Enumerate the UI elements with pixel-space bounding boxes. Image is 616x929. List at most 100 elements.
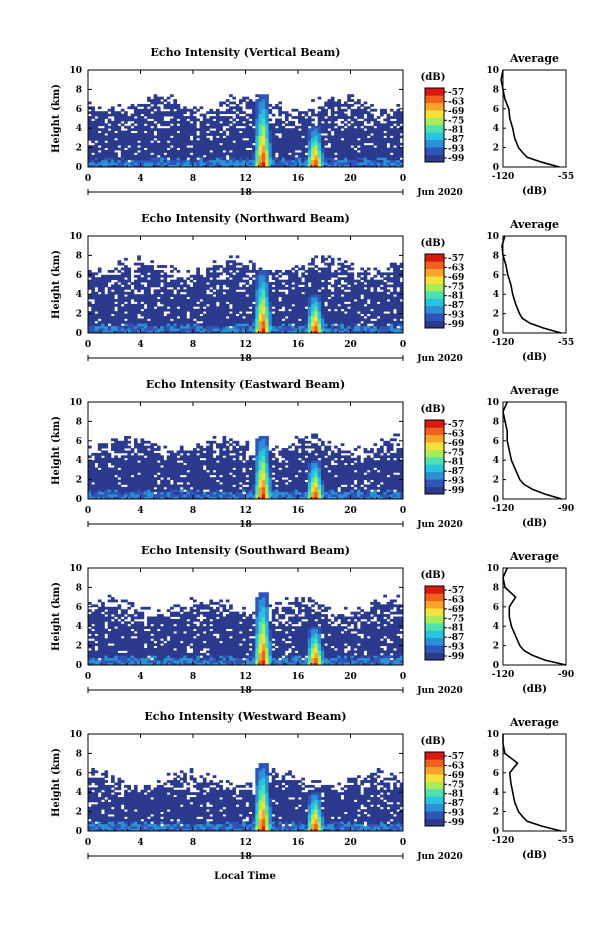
- heat-cell: [261, 320, 266, 324]
- heat-cell: [133, 140, 138, 144]
- heat-cell: [117, 159, 122, 163]
- heat-cell: [363, 108, 368, 112]
- heat-cell: [143, 489, 148, 493]
- heat-cell: [376, 323, 381, 327]
- heat-cell: [242, 159, 246, 163]
- heat-cell: [327, 116, 332, 119]
- heat-cell: [330, 162, 335, 165]
- heat-cell: [156, 101, 161, 105]
- heat-cell: [114, 286, 118, 290]
- heat-cell: [133, 118, 138, 122]
- heat-cell: [357, 133, 361, 136]
- heat-cell: [215, 147, 220, 151]
- heat-cell: [137, 462, 141, 466]
- heat-cell: [176, 137, 181, 141]
- heat-cell: [350, 130, 355, 134]
- heat-cell: [337, 316, 342, 319]
- heat-cell: [314, 279, 319, 283]
- heat-cell: [101, 311, 105, 314]
- heat-cell: [199, 311, 204, 314]
- heat-cell: [209, 299, 214, 302]
- heat-cell: [110, 296, 115, 300]
- heat-cell: [324, 103, 328, 107]
- heat-cell: [232, 106, 237, 110]
- heat-cell: [327, 277, 332, 281]
- heat-cell: [304, 296, 309, 300]
- heat-cell: [238, 162, 243, 165]
- heat-cell: [334, 164, 338, 168]
- heat-cell: [229, 318, 233, 322]
- heat-cell: [376, 308, 381, 312]
- heat-cell: [370, 279, 374, 283]
- heat-cell: [97, 328, 102, 331]
- heat-cell: [294, 274, 299, 278]
- heat-cell: [317, 152, 322, 156]
- heat-cell: [275, 277, 279, 281]
- heat-cell: [91, 491, 95, 495]
- heat-cell: [219, 101, 223, 105]
- heat-cell: [376, 116, 381, 119]
- heat-cell: [153, 457, 158, 461]
- heat-cell: [317, 330, 322, 334]
- heat-cell: [261, 123, 266, 127]
- heat-cell: [311, 260, 315, 264]
- heat-cell: [320, 318, 325, 322]
- heat-cell: [252, 137, 256, 141]
- heat-cell: [150, 113, 155, 117]
- heat-cell: [117, 469, 122, 473]
- heat-cell: [284, 272, 289, 276]
- heat-cell: [380, 145, 384, 148]
- heat-cell: [366, 308, 371, 312]
- heat-cell: [314, 140, 319, 144]
- heat-cell: [304, 157, 309, 161]
- heat-cell: [255, 94, 260, 98]
- heat-cell: [153, 118, 158, 122]
- heat-cell: [258, 274, 263, 278]
- heat-cell: [183, 316, 187, 319]
- heat-cell: [317, 306, 322, 310]
- heat-cell: [291, 159, 296, 163]
- heat-cell: [130, 313, 135, 317]
- heat-cell: [242, 145, 246, 148]
- heat-cell: [133, 279, 138, 283]
- heat-cell: [150, 277, 155, 281]
- heat-cell: [104, 154, 109, 158]
- heat-cell: [396, 323, 401, 327]
- heat-cell: [170, 154, 174, 158]
- heat-cell: [399, 325, 404, 329]
- cbar-seg: [425, 102, 444, 111]
- heat-cell: [209, 147, 214, 151]
- heat-cell: [110, 147, 115, 151]
- cbar-tick-label: -69: [448, 107, 464, 117]
- heat-cell: [268, 328, 273, 331]
- heat-cell: [173, 164, 177, 168]
- heat-cell: [278, 313, 282, 317]
- heat-cell: [209, 130, 214, 134]
- heat-cell: [183, 116, 187, 119]
- heat-cell: [94, 455, 99, 459]
- heat-cell: [219, 116, 223, 119]
- heat-cell: [291, 311, 296, 314]
- heat-cell: [160, 494, 164, 497]
- heat-cell: [222, 152, 227, 156]
- heat-cell: [120, 118, 125, 122]
- heat-cell: [94, 113, 99, 117]
- heat-cell: [114, 462, 118, 466]
- heat-cell: [117, 484, 122, 488]
- heat-cell: [232, 159, 237, 163]
- heat-cell: [163, 164, 168, 168]
- heat-cell: [389, 162, 394, 165]
- heat-cell: [183, 325, 187, 329]
- heat-cell: [225, 142, 230, 146]
- heat-cell: [137, 299, 141, 302]
- heat-cell: [265, 164, 269, 168]
- heat-cell: [183, 318, 187, 322]
- heat-cell: [186, 147, 191, 151]
- heat-cell: [324, 277, 328, 281]
- heat-cell: [255, 135, 260, 139]
- heat-cell: [304, 284, 309, 288]
- heat-cell: [238, 323, 243, 327]
- heat-cell: [215, 328, 220, 331]
- heat-cell: [320, 147, 325, 151]
